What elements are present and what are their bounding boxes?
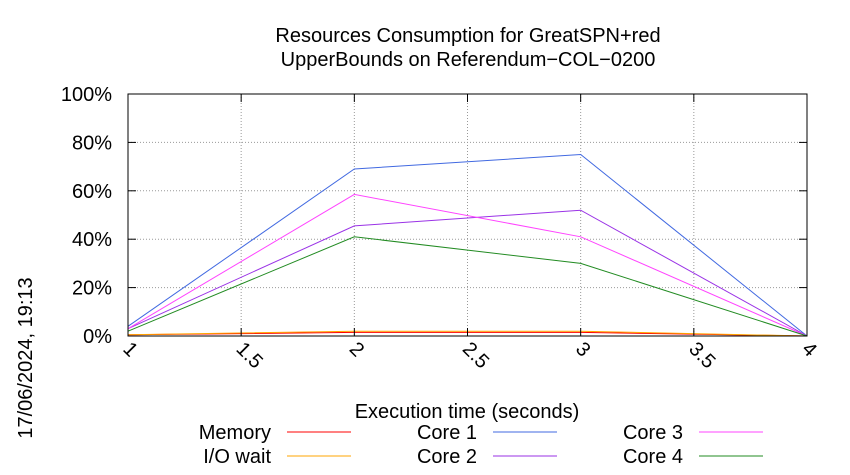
x-axis-label: Execution time (seconds): [355, 401, 580, 423]
y-tick-label: 40%: [72, 229, 112, 251]
chart-title-line-1: Resources Consumption for GreatSPN+red: [275, 25, 660, 47]
legend-label-core-3: Core 3: [623, 422, 683, 444]
y-tick-label: 80%: [72, 132, 112, 154]
series-line-core-2: [127, 209, 808, 337]
grid-lines: [128, 94, 807, 336]
y-tick-label: 0%: [83, 326, 112, 348]
series-line-core-1: [127, 153, 808, 337]
y-tick-label: 20%: [72, 278, 112, 300]
x-tick-label: 3.5: [684, 338, 719, 373]
series-line-core-4: [127, 236, 808, 337]
y-axis-ticks: 0% 20% 40% 60% 80% 100%: [61, 84, 807, 348]
x-tick-label: 2.5: [458, 338, 493, 373]
legend-label-i-o-wait: I/O wait: [203, 446, 271, 468]
y-tick-label: 100%: [61, 84, 112, 106]
x-tick-label: 3: [571, 338, 594, 361]
chart-title-line-2: UpperBounds on Referendum−COL−0200: [281, 49, 656, 71]
legend-label-core-4: Core 4: [623, 446, 683, 468]
y-tick-label: 60%: [72, 181, 112, 203]
timestamp-label: 17/06/2024, 19:13: [15, 277, 37, 438]
x-tick-label: 1.5: [232, 338, 267, 373]
legend-label-memory: Memory: [199, 422, 271, 444]
legend-label-core-2: Core 2: [417, 446, 477, 468]
legend-label-core-1: Core 1: [417, 422, 477, 444]
x-tick-label: 2: [345, 338, 368, 361]
series-line-core-3: [127, 193, 808, 337]
x-tick-label: 4: [797, 338, 820, 361]
x-tick-label: 1: [118, 338, 141, 361]
